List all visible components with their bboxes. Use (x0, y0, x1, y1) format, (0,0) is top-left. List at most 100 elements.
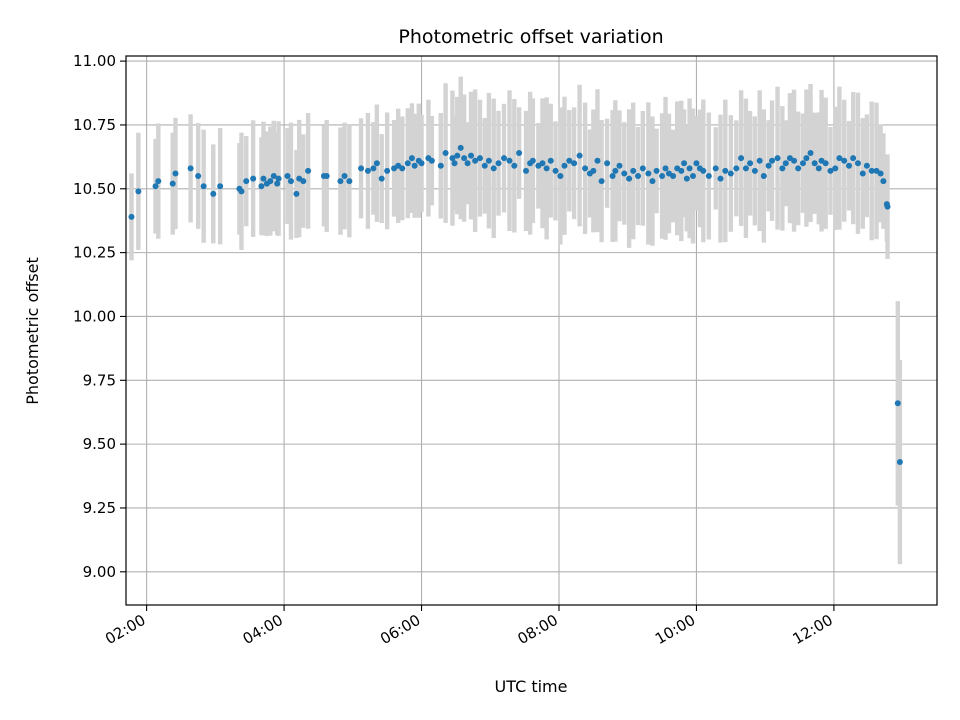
y-tick-label: 11.00 (73, 52, 116, 70)
data-point (769, 157, 776, 164)
data-points (128, 144, 903, 466)
data-point (516, 150, 523, 157)
data-point (337, 178, 344, 185)
data-point (346, 178, 353, 185)
plot-frame (125, 55, 938, 606)
data-point (258, 183, 265, 190)
data-point (678, 167, 685, 174)
data-point (300, 178, 307, 185)
data-point (884, 203, 891, 210)
data-point (200, 183, 207, 190)
data-point (373, 160, 380, 167)
y-tick-label: 10.75 (73, 116, 116, 134)
data-point (609, 173, 616, 180)
data-point (582, 165, 589, 172)
data-point (645, 170, 652, 177)
data-point (243, 178, 250, 185)
data-point (594, 157, 601, 164)
data-point (195, 173, 202, 180)
data-point (506, 157, 513, 164)
data-point (323, 173, 330, 180)
data-point (490, 165, 497, 172)
data-point (841, 157, 848, 164)
data-point (566, 157, 573, 164)
data-point (293, 190, 300, 197)
data-point (863, 162, 870, 169)
data-point (210, 190, 217, 197)
y-tick-label: 10.50 (73, 180, 116, 198)
data-point (722, 167, 729, 174)
data-point (358, 165, 365, 172)
data-point (590, 167, 597, 174)
data-point (485, 157, 492, 164)
data-point (260, 175, 267, 182)
data-point (135, 188, 142, 195)
data-point (411, 162, 418, 169)
data-point (742, 165, 749, 172)
data-point (187, 165, 194, 172)
data-point (274, 180, 281, 187)
chart-title: Photometric offset variation (398, 26, 663, 48)
data-point (468, 152, 475, 159)
data-point (275, 175, 282, 182)
data-point (756, 157, 763, 164)
data-point (635, 173, 642, 180)
data-point (683, 175, 690, 182)
data-point (399, 165, 406, 172)
data-point (815, 165, 822, 172)
data-point (604, 160, 611, 167)
data-point (552, 167, 559, 174)
data-point (859, 170, 866, 177)
data-point (854, 160, 861, 167)
data-point (653, 167, 660, 174)
data-point (287, 178, 294, 185)
data-point (511, 162, 518, 169)
data-point (523, 167, 530, 174)
y-tick-label: 10.25 (73, 244, 116, 262)
data-point (850, 155, 857, 162)
data-point (832, 165, 839, 172)
data-point (877, 170, 884, 177)
data-point (250, 175, 257, 182)
data-point (305, 167, 312, 174)
data-point (370, 165, 377, 172)
data-point (868, 167, 875, 174)
y-tick-label: 9.25 (83, 499, 116, 517)
data-point (836, 155, 843, 162)
data-point (576, 152, 583, 159)
y-tick-label: 9.50 (83, 435, 116, 453)
data-point (827, 167, 834, 174)
data-point (547, 157, 554, 164)
data-point (690, 173, 697, 180)
data-point (481, 162, 488, 169)
data-point (172, 170, 179, 177)
data-point (539, 160, 546, 167)
data-point (270, 173, 277, 180)
data-point (896, 459, 903, 466)
data-point (472, 157, 479, 164)
data-point (284, 173, 291, 180)
data-point (795, 165, 802, 172)
data-point (846, 162, 853, 169)
data-point (557, 173, 564, 180)
data-point (782, 160, 789, 167)
data-point (747, 160, 754, 167)
data-point (727, 170, 734, 177)
data-point (612, 167, 619, 174)
data-point (437, 162, 444, 169)
data-point (670, 173, 677, 180)
data-point (738, 155, 745, 162)
data-point (717, 175, 724, 182)
data-point (598, 178, 605, 185)
data-point (712, 165, 719, 172)
data-point (495, 160, 502, 167)
data-point (501, 155, 508, 162)
data-point (811, 160, 818, 167)
data-point (751, 167, 758, 174)
data-point (543, 165, 550, 172)
data-point (128, 213, 135, 220)
data-point (686, 165, 693, 172)
data-point (341, 173, 348, 180)
data-point (155, 178, 162, 185)
data-point (822, 160, 829, 167)
